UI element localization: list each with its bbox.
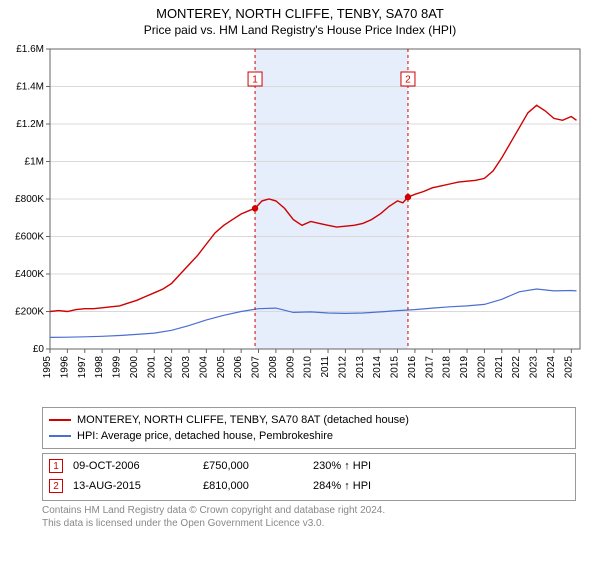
sale-marker-icon: 1	[49, 459, 63, 473]
footnote-line: This data is licensed under the Open Gov…	[42, 518, 576, 531]
svg-text:2013: 2013	[355, 356, 366, 379]
svg-text:2021: 2021	[494, 356, 505, 379]
svg-text:£1.6M: £1.6M	[16, 44, 44, 55]
legend-box: MONTEREY, NORTH CLIFFE, TENBY, SA70 8AT …	[42, 407, 576, 449]
svg-text:1995: 1995	[42, 356, 53, 379]
svg-text:2003: 2003	[181, 356, 192, 379]
svg-text:£800K: £800K	[15, 194, 44, 205]
svg-text:£1M: £1M	[25, 157, 44, 168]
svg-text:£1.2M: £1.2M	[16, 119, 44, 130]
legend-swatch	[49, 435, 71, 437]
svg-text:£600K: £600K	[15, 232, 44, 243]
svg-text:1999: 1999	[112, 356, 123, 379]
svg-text:2000: 2000	[129, 356, 140, 379]
sale-pct: 230% ↑ HPI	[313, 460, 413, 472]
svg-text:1997: 1997	[77, 356, 88, 379]
svg-text:2024: 2024	[546, 356, 557, 379]
svg-text:2012: 2012	[337, 356, 348, 379]
svg-text:2001: 2001	[146, 356, 157, 379]
svg-text:£1.4M: £1.4M	[16, 82, 44, 93]
svg-text:2: 2	[405, 75, 411, 86]
price-chart: £0 £200K £400K £600K £800K £1M £1.2M £1.4M £1.6M…	[0, 41, 600, 401]
legend-label: MONTEREY, NORTH CLIFFE, TENBY, SA70 8AT …	[77, 414, 409, 426]
sales-table: 1 09-OCT-2006 £750,000 230% ↑ HPI 2 13-A…	[42, 453, 576, 501]
legend-item: HPI: Average price, detached house, Pemb…	[49, 428, 569, 444]
svg-text:2008: 2008	[268, 356, 279, 379]
svg-text:£400K: £400K	[15, 269, 44, 280]
svg-text:2004: 2004	[198, 356, 209, 379]
svg-text:2005: 2005	[216, 356, 227, 379]
legend-swatch	[49, 419, 71, 421]
sale-date: 13-AUG-2015	[73, 480, 193, 492]
svg-text:£200K: £200K	[15, 307, 44, 318]
page-title: MONTEREY, NORTH CLIFFE, TENBY, SA70 8AT	[0, 6, 600, 21]
footnote-line: Contains HM Land Registry data © Crown c…	[42, 505, 576, 518]
sale-row: 1 09-OCT-2006 £750,000 230% ↑ HPI	[49, 456, 569, 476]
svg-text:2011: 2011	[320, 356, 331, 378]
svg-text:2010: 2010	[303, 356, 314, 379]
svg-text:2023: 2023	[529, 356, 540, 379]
svg-text:2018: 2018	[442, 356, 453, 379]
svg-text:2025: 2025	[563, 356, 574, 379]
sale-price: £810,000	[203, 480, 303, 492]
svg-text:2017: 2017	[424, 356, 435, 379]
sale-row: 2 13-AUG-2015 £810,000 284% ↑ HPI	[49, 476, 569, 496]
footnote: Contains HM Land Registry data © Crown c…	[42, 505, 576, 530]
svg-text:2002: 2002	[164, 356, 175, 379]
svg-text:1996: 1996	[59, 356, 70, 379]
chart-area: £0 £200K £400K £600K £800K £1M £1.2M £1.4M £1.6M…	[0, 41, 600, 401]
sale-price: £750,000	[203, 460, 303, 472]
sale-pct: 284% ↑ HPI	[313, 480, 413, 492]
page-subtitle: Price paid vs. HM Land Registry's House …	[0, 23, 600, 37]
svg-text:2014: 2014	[372, 356, 383, 379]
svg-text:2016: 2016	[407, 356, 418, 379]
svg-text:1998: 1998	[94, 356, 105, 379]
sale-date: 09-OCT-2006	[73, 460, 193, 472]
svg-text:2015: 2015	[390, 356, 401, 379]
svg-text:2022: 2022	[511, 356, 522, 379]
legend-item: MONTEREY, NORTH CLIFFE, TENBY, SA70 8AT …	[49, 412, 569, 428]
svg-text:2007: 2007	[251, 356, 262, 379]
svg-text:2020: 2020	[476, 356, 487, 379]
sale-marker-icon: 2	[49, 479, 63, 493]
svg-text:2019: 2019	[459, 356, 470, 379]
svg-text:2006: 2006	[233, 356, 244, 379]
svg-text:1: 1	[252, 75, 258, 86]
svg-text:£0: £0	[33, 344, 45, 355]
svg-text:2009: 2009	[285, 356, 296, 379]
legend-label: HPI: Average price, detached house, Pemb…	[77, 430, 333, 442]
